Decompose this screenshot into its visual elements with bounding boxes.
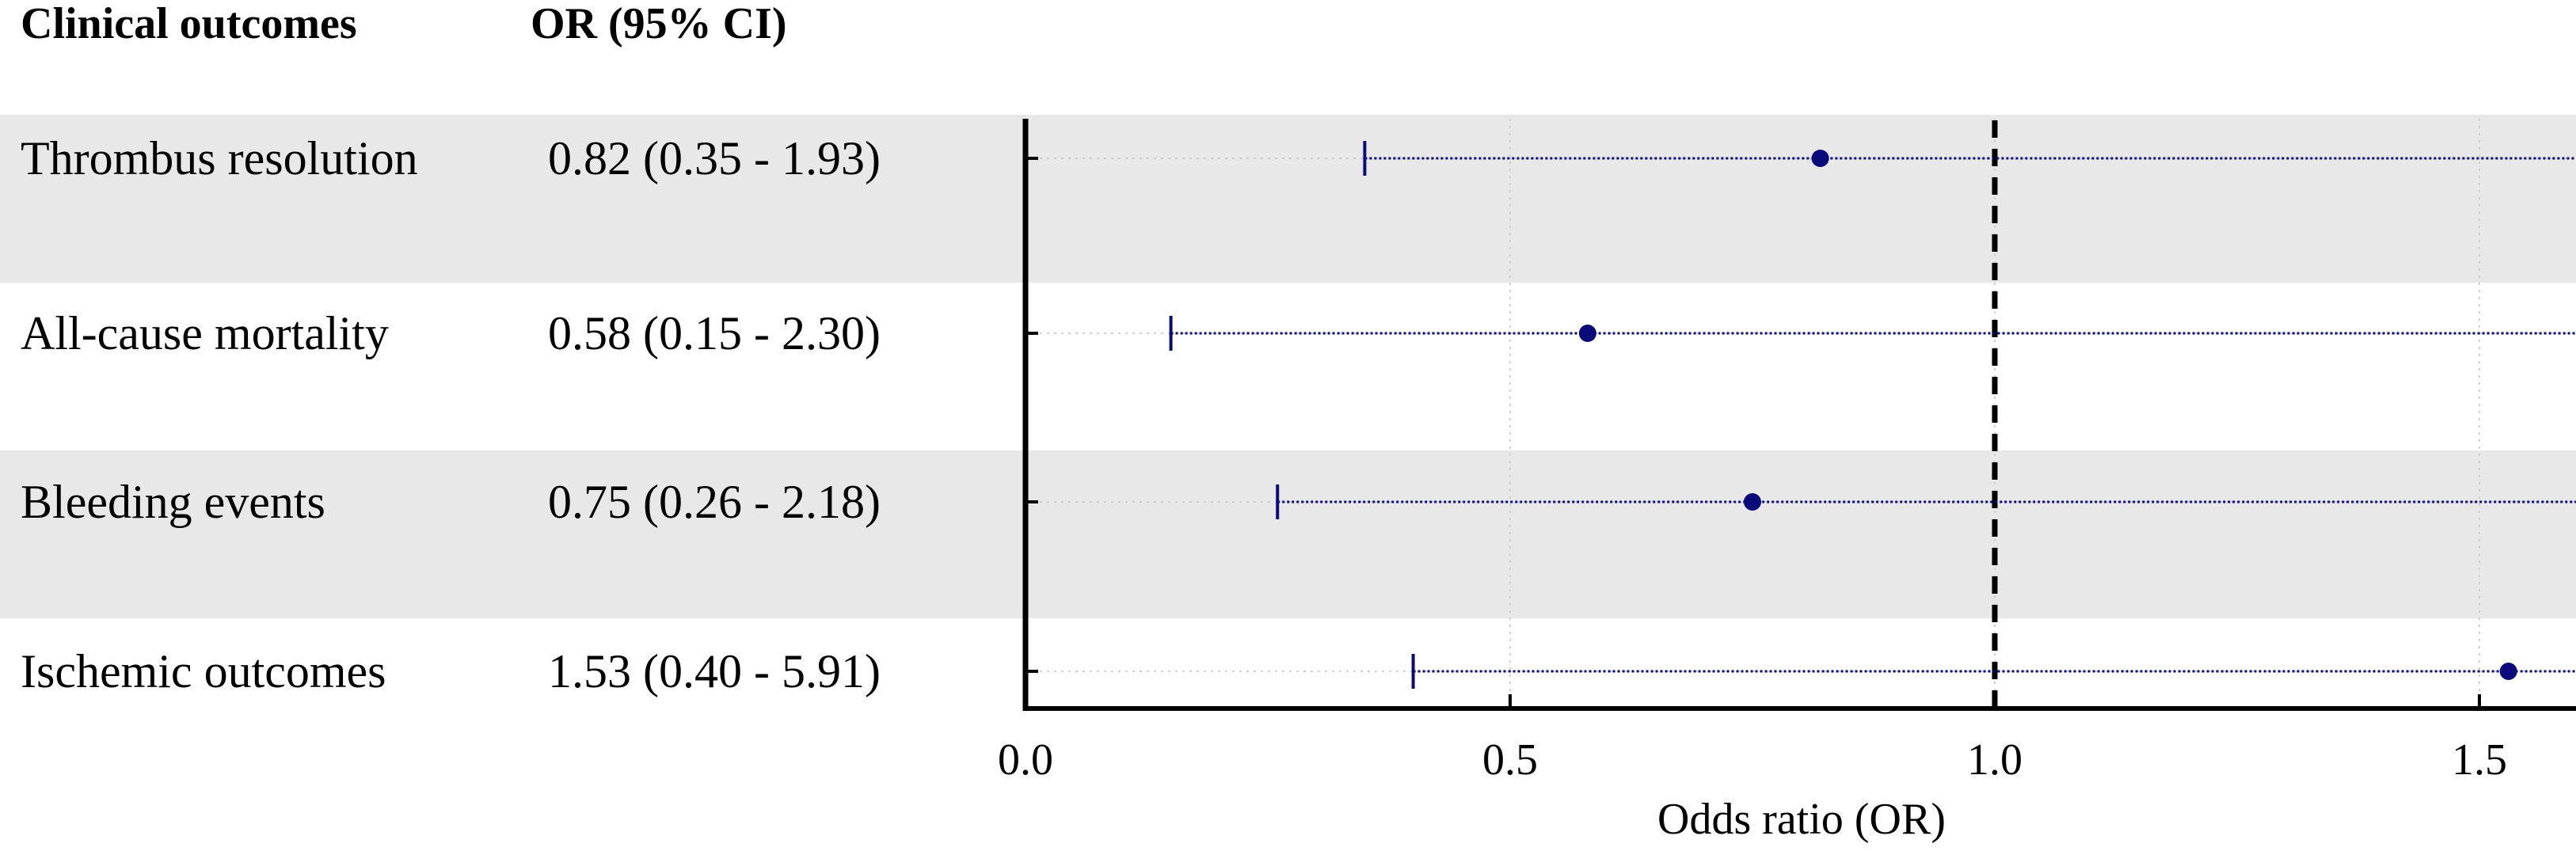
x-tick-label: 1.5 <box>2452 735 2507 785</box>
or-ci-label: 0.58 (0.15 - 2.30) <box>548 307 881 359</box>
axes: 0.00.51.01.52.02.53.0 <box>998 119 2576 785</box>
estimates <box>1169 141 2576 689</box>
or-ci-label: 1.53 (0.40 - 5.91) <box>548 645 881 697</box>
or-point <box>1811 150 1829 167</box>
or-point <box>1578 325 1596 342</box>
row-bands <box>0 115 2576 618</box>
or-ci-label: 0.82 (0.35 - 1.93) <box>548 132 881 184</box>
outcome-label: Thrombus resolution <box>21 132 418 184</box>
row-band <box>0 450 2576 618</box>
row-labels: Thrombus resolution 0.82 (0.35 - 1.93) All… <box>21 132 881 697</box>
or-point <box>2499 663 2517 680</box>
x-tick-label: 0.5 <box>1482 735 1538 785</box>
header-or-ci: OR (95% CI) <box>531 0 787 48</box>
outcome-label: Ischemic outcomes <box>21 645 386 697</box>
x-axis-label: Odds ratio (OR) <box>1657 795 1946 844</box>
outcome-label: All-cause mortality <box>21 307 389 359</box>
row-band <box>0 115 2576 283</box>
x-tick-label: 1.0 <box>1967 735 2022 785</box>
or-point <box>1744 493 1761 511</box>
header-clinical-outcomes: Clinical outcomes <box>21 0 357 48</box>
x-tick-label: 0.0 <box>998 735 1053 785</box>
or-ci-label: 0.75 (0.26 - 2.18) <box>548 476 881 528</box>
outcome-label: Bleeding events <box>21 476 325 528</box>
